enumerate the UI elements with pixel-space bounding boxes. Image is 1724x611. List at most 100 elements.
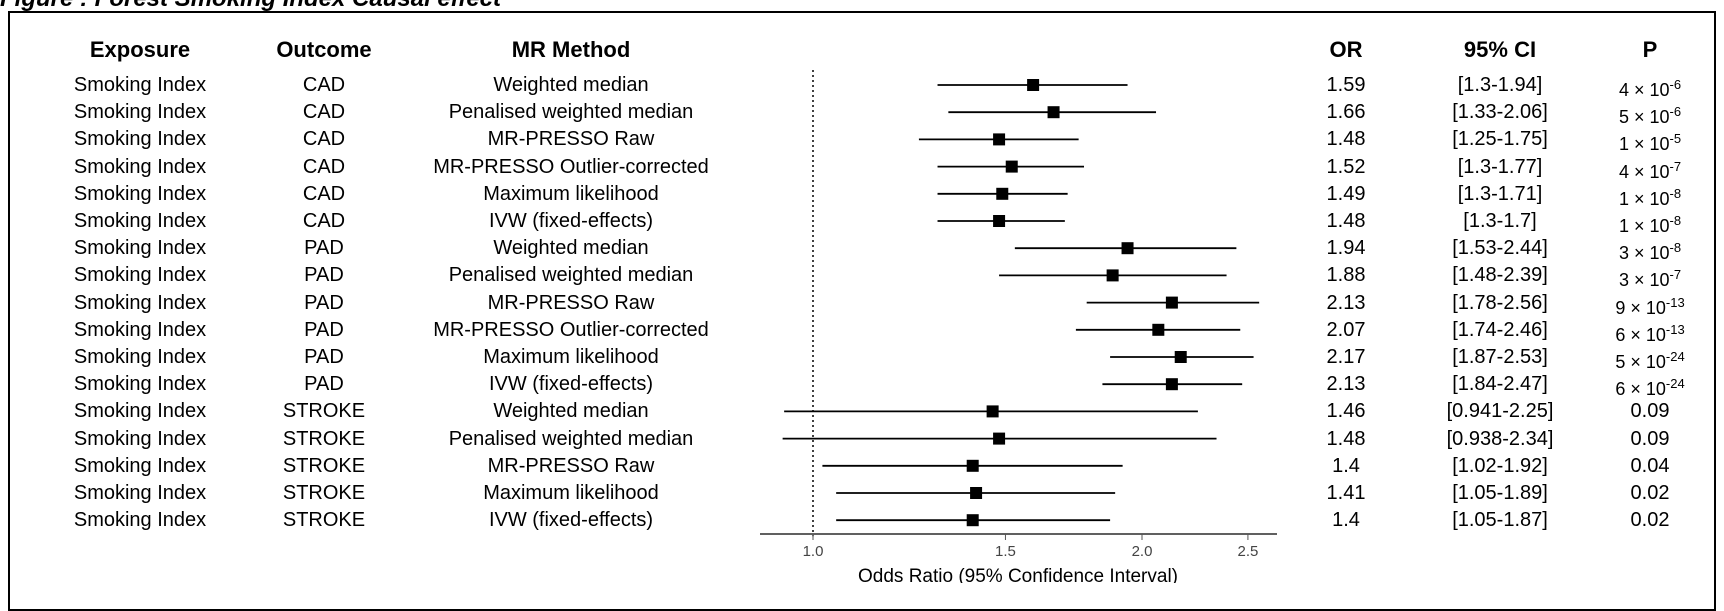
point-estimate — [993, 133, 1006, 146]
p-times-ten: × 10 — [1628, 243, 1670, 264]
row-p-value: 0.02 — [1630, 482, 1670, 504]
row-outcome: PAD — [304, 346, 344, 368]
row-confidence-interval: [1.33-2.06] — [1452, 101, 1548, 124]
point-estimate — [993, 432, 1006, 445]
p-mantissa: 5 — [1618, 107, 1629, 128]
row-exposure: Smoking Index — [73, 318, 207, 341]
p-times-ten: × 10 — [1628, 161, 1670, 182]
row-confidence-interval: [1.3-1.94] — [1457, 74, 1543, 96]
row-exposure: Smoking Index — [73, 373, 207, 396]
row-method: MR-PRESSO Outlier-corrected — [433, 155, 709, 178]
p-mantissa: 1 — [1618, 216, 1629, 236]
row-outcome: CAD — [302, 210, 346, 232]
row-confidence-interval: [1.78-2.56] — [1452, 291, 1548, 314]
header-or: OR — [1329, 37, 1363, 62]
row-method: MR-PRESSO Raw — [487, 128, 655, 151]
row-odds-ratio: 1.59 — [1326, 74, 1366, 96]
row-outcome: CAD — [302, 182, 346, 205]
p-exponent: -8 — [1669, 213, 1682, 228]
row-confidence-interval: [1.3-1.7] — [1463, 210, 1537, 232]
row-p-value: 5 × 10-24 — [1615, 346, 1684, 373]
x-tick-label: 2.5 — [1237, 543, 1258, 560]
row-p-value: 9 × 10-13 — [1615, 292, 1684, 319]
p-exponent: -8 — [1669, 185, 1682, 201]
row-p-value: 1 × 10-5 — [1619, 128, 1681, 155]
row-outcome: STROKE — [282, 482, 366, 504]
row-method: IVW (fixed-effects) — [488, 373, 654, 396]
row-p-value: 0.09 — [1630, 427, 1670, 450]
p-times-ten: × 10 — [1628, 107, 1670, 128]
point-estimate — [1174, 351, 1187, 363]
row-confidence-interval: [1.05-1.89] — [1452, 482, 1548, 504]
p-mantissa: 5 — [1615, 352, 1626, 372]
row-confidence-interval: [1.74-2.46] — [1452, 318, 1548, 341]
row-exposure: Smoking Index — [73, 264, 207, 287]
point-estimate — [1121, 242, 1134, 255]
row-outcome: PAD — [304, 264, 344, 287]
row-method: Weighted median — [493, 237, 649, 260]
row-confidence-interval: [1.3-1.77] — [1457, 155, 1543, 178]
p-times-ten: × 10 — [1625, 297, 1666, 318]
row-exposure: Smoking Index — [73, 128, 207, 151]
row-p-value: 4 × 10-6 — [1619, 74, 1681, 101]
row-odds-ratio: 1.48 — [1326, 210, 1366, 232]
row-method: IVW (fixed-effects) — [488, 509, 654, 532]
p-exponent: -24 — [1665, 349, 1685, 364]
point-estimate — [1027, 79, 1040, 91]
row-p-value: 0.02 — [1630, 509, 1670, 532]
p-mantissa: 6 — [1615, 324, 1626, 345]
row-exposure: Smoking Index — [73, 182, 207, 205]
row-p-value: 0.09 — [1630, 400, 1670, 423]
p-exponent: -6 — [1669, 77, 1682, 92]
p-exponent: -13 — [1665, 294, 1685, 310]
p-times-ten: × 10 — [1628, 134, 1670, 155]
x-tick-label: 2.0 — [1132, 543, 1153, 560]
row-outcome: STROKE — [282, 400, 366, 423]
p-exponent: -6 — [1669, 104, 1682, 120]
row-p-value: 5 × 10-6 — [1619, 101, 1681, 128]
row-odds-ratio: 1.4 — [1332, 509, 1360, 532]
x-tick-label: 1.0 — [803, 543, 824, 560]
x-axis-label: Odds Ratio (95% Confidence Interval) — [858, 566, 1178, 583]
p-times-ten: × 10 — [1628, 270, 1670, 291]
row-method: Weighted median — [493, 400, 649, 423]
row-method: Maximum likelihood — [483, 346, 659, 368]
row-exposure: Smoking Index — [73, 291, 207, 314]
row-p-value: 3 × 10-8 — [1619, 237, 1681, 264]
p-exponent: -13 — [1665, 321, 1685, 337]
row-confidence-interval: [1.05-1.87] — [1452, 509, 1548, 532]
point-estimate — [993, 215, 1006, 227]
row-exposure: Smoking Index — [73, 237, 207, 260]
row-confidence-interval: [1.02-1.92] — [1452, 454, 1548, 477]
row-outcome: PAD — [304, 318, 344, 341]
row-outcome: CAD — [302, 101, 346, 124]
p-mantissa: 9 — [1615, 297, 1626, 318]
row-odds-ratio: 2.07 — [1326, 318, 1366, 341]
row-method: Maximum likelihood — [483, 182, 659, 205]
row-exposure: Smoking Index — [73, 155, 207, 178]
row-odds-ratio: 2.13 — [1326, 373, 1366, 396]
row-odds-ratio: 1.49 — [1326, 182, 1366, 205]
row-exposure: Smoking Index — [73, 346, 207, 368]
row-outcome: CAD — [302, 128, 346, 151]
row-confidence-interval: [0.941-2.25] — [1446, 400, 1554, 423]
row-exposure: Smoking Index — [73, 210, 207, 232]
row-confidence-interval: [1.25-1.75] — [1452, 128, 1548, 151]
p-exponent: -7 — [1669, 267, 1682, 283]
row-p-value: 6 × 10-24 — [1615, 373, 1684, 400]
row-exposure: Smoking Index — [73, 101, 207, 124]
row-method: Penalised weighted median — [448, 264, 694, 287]
point-estimate — [966, 459, 979, 472]
point-estimate — [1165, 378, 1178, 391]
row-confidence-interval: [1.53-2.44] — [1452, 237, 1548, 260]
row-p-value: 1 × 10-8 — [1619, 210, 1681, 237]
row-exposure: Smoking Index — [73, 454, 207, 477]
p-mantissa: 1 — [1618, 188, 1629, 209]
row-exposure: Smoking Index — [73, 400, 207, 423]
row-confidence-interval: [1.3-1.71] — [1457, 182, 1543, 205]
p-times-ten: × 10 — [1628, 216, 1670, 236]
row-confidence-interval: [1.84-2.47] — [1452, 373, 1548, 396]
row-outcome: STROKE — [282, 509, 366, 532]
header-outcome: Outcome — [276, 37, 372, 62]
row-odds-ratio: 2.17 — [1326, 346, 1366, 368]
